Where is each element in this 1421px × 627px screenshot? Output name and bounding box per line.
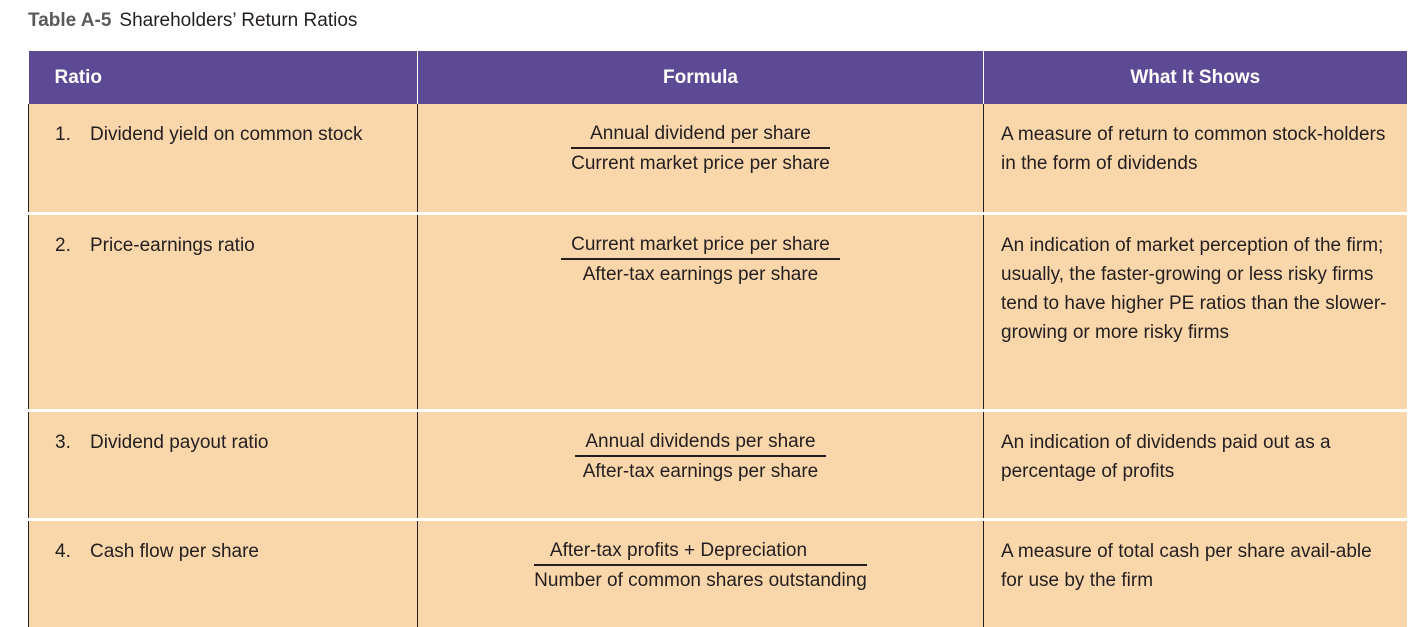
ratio-number: 3. xyxy=(55,428,90,457)
formula-cell: Annual dividends per share After-tax ear… xyxy=(418,411,984,520)
header-what-it-shows: What It Shows xyxy=(984,51,1407,104)
ratio-number: 1. xyxy=(55,120,90,149)
formula-fraction: Current market price per share After-tax… xyxy=(561,231,840,289)
ratio-name: Price-earnings ratio xyxy=(90,231,407,260)
header-formula: Formula xyxy=(418,51,984,104)
formula-fraction: Annual dividends per share After-tax ear… xyxy=(575,428,825,486)
table-row: 2. Price-earnings ratio Current market p… xyxy=(29,214,1407,411)
formula-numerator: Annual dividends per share xyxy=(575,428,825,457)
formula-numerator: Current market price per share xyxy=(561,231,840,260)
header-row: Ratio Formula What It Shows xyxy=(29,51,1407,104)
ratios-table: Ratio Formula What It Shows 1. Dividend … xyxy=(28,51,1407,627)
formula-numerator: Annual dividend per share xyxy=(571,120,830,149)
header-ratio: Ratio xyxy=(29,51,418,104)
ratio-name: Dividend yield on common stock xyxy=(90,120,407,149)
formula-denominator: After-tax earnings per share xyxy=(561,260,840,289)
formula-denominator: Number of common shares outstanding xyxy=(534,566,867,595)
table-title: Shareholders’ Return Ratios xyxy=(119,10,357,31)
what-it-shows-cell: An indication of dividends paid out as a… xyxy=(984,411,1407,520)
table-caption: Table A-5 Shareholders’ Return Ratios xyxy=(28,8,357,34)
formula-denominator: Current market price per share xyxy=(571,149,830,178)
ratio-cell: 1. Dividend yield on common stock xyxy=(29,104,418,214)
formula-fraction: After-tax profits + Depreciation Number … xyxy=(534,537,867,595)
what-it-shows-cell: A measure of return to common stock-hold… xyxy=(984,104,1407,214)
ratio-number: 4. xyxy=(55,537,90,566)
ratio-name: Dividend payout ratio xyxy=(90,428,407,457)
formula-numerator: After-tax profits + Depreciation xyxy=(534,537,867,566)
ratio-cell: 3. Dividend payout ratio xyxy=(29,411,418,520)
ratio-cell: 2. Price-earnings ratio xyxy=(29,214,418,411)
formula-cell: Current market price per share After-tax… xyxy=(418,214,984,411)
formula-denominator: After-tax earnings per share xyxy=(575,457,825,486)
table-row: 4. Cash flow per share After-tax profits… xyxy=(29,520,1407,627)
ratio-name: Cash flow per share xyxy=(90,537,407,566)
formula-cell: Annual dividend per share Current market… xyxy=(418,104,984,214)
formula-fraction: Annual dividend per share Current market… xyxy=(571,120,830,178)
ratio-number: 2. xyxy=(55,231,90,260)
table-row: 3. Dividend payout ratio Annual dividend… xyxy=(29,411,1407,520)
what-it-shows-cell: An indication of market perception of th… xyxy=(984,214,1407,411)
formula-cell: After-tax profits + Depreciation Number … xyxy=(418,520,984,627)
table-row: 1. Dividend yield on common stock Annual… xyxy=(29,104,1407,214)
what-it-shows-cell: A measure of total cash per share avail-… xyxy=(984,520,1407,627)
table-number: Table A-5 xyxy=(28,10,111,31)
ratio-cell: 4. Cash flow per share xyxy=(29,520,418,627)
